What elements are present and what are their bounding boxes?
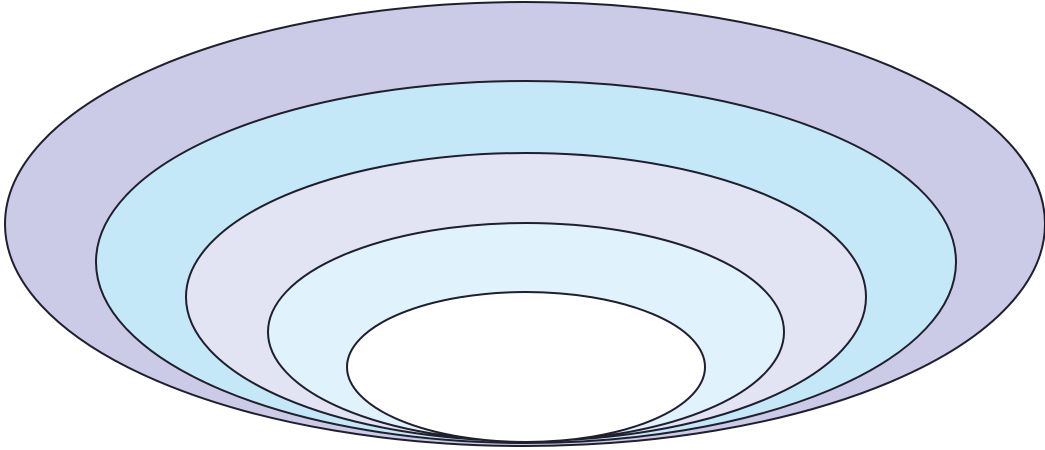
layer-5-inner [346,291,706,443]
